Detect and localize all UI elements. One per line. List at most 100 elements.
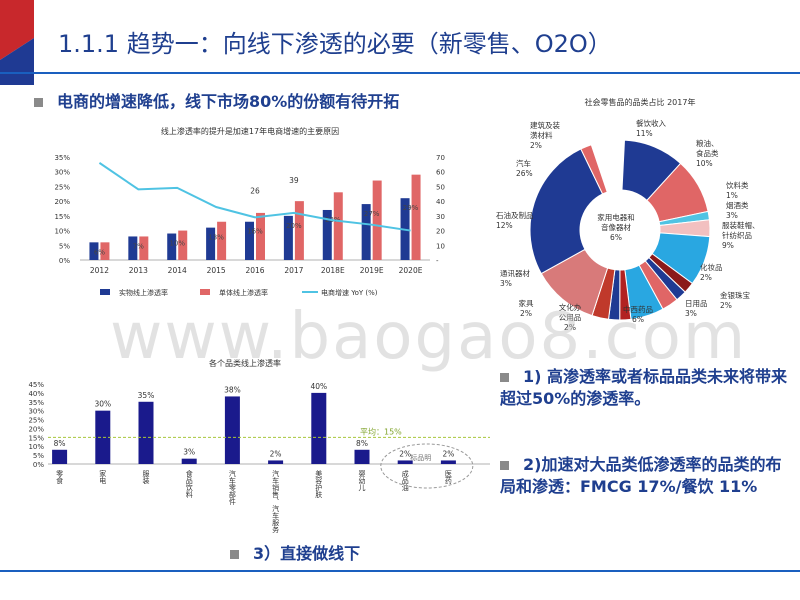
bar-data-label: 13% bbox=[208, 234, 224, 242]
y-tick: 30% bbox=[28, 408, 44, 416]
point-1-text: 1) 高渗透率或者标品品类未来将带来超过50%的渗透率。 bbox=[500, 367, 788, 408]
x-tick-label: 2018E bbox=[321, 266, 345, 275]
y-left-tick: 25% bbox=[54, 183, 70, 191]
pie-pct: 9% bbox=[722, 241, 734, 250]
bar-actual bbox=[322, 209, 332, 260]
pie-label: 金银珠宝 bbox=[720, 290, 750, 300]
point-3-text: 3）直接做线下 bbox=[253, 544, 361, 563]
y-left-tick: 5% bbox=[59, 242, 70, 250]
category-bar bbox=[397, 460, 413, 464]
pie-pct: 2% bbox=[700, 273, 712, 282]
x-tick-label: 美容护肤 bbox=[315, 469, 323, 499]
bar-single bbox=[294, 201, 304, 260]
x-tick-label: 2012 bbox=[90, 266, 109, 275]
pie-pct: 1% bbox=[726, 191, 738, 200]
bar-single bbox=[178, 230, 188, 260]
pie-label: 饮料类 bbox=[726, 180, 749, 190]
y-left-tick: 20% bbox=[54, 198, 70, 206]
legend-label: 电商增速 YoY (%) bbox=[321, 288, 378, 297]
y-right-tick: 70 bbox=[436, 154, 445, 162]
category-bar bbox=[95, 410, 111, 464]
bar-data-label: 20% bbox=[286, 222, 302, 230]
pie-pct: 11% bbox=[636, 129, 653, 138]
x-tick-label: 成品油 bbox=[401, 469, 409, 492]
x-tick-label: 2020E bbox=[399, 266, 423, 275]
legend-swatch bbox=[200, 289, 210, 295]
bar-actual bbox=[283, 215, 293, 260]
bar-actual bbox=[245, 221, 254, 260]
bullet-square-icon bbox=[34, 98, 43, 107]
pie-label: 公用品 bbox=[559, 313, 582, 322]
circled-label: 标品明 bbox=[410, 453, 431, 462]
pie-label: 音像器材 bbox=[601, 222, 631, 232]
y-left-tick: 10% bbox=[54, 228, 70, 236]
x-tick-label: 2017 bbox=[284, 266, 303, 275]
pie-label: 通讯器材 bbox=[500, 268, 530, 278]
pie-label: 家具 bbox=[519, 298, 534, 308]
pie-slice bbox=[580, 144, 608, 195]
bar-actual bbox=[206, 227, 216, 260]
chart3-title: 各个品类线上渗透率 bbox=[209, 358, 281, 368]
y-tick: 0% bbox=[33, 461, 44, 469]
bullet-top: 电商的增速降低，线下市场80%的份额有待开拓 bbox=[34, 88, 399, 112]
penetration-combo-chart: 线上渗透率的提升是加速17年电商增速的主要原因 0% 5% 10% 15% 20% 25%… bbox=[54, 126, 445, 297]
pie-pct: 12% bbox=[496, 221, 513, 230]
pie-label: 餐饮收入 bbox=[636, 118, 666, 128]
point-2-text: 2)加速对大品类低渗透率的品类的布局和渗透：FMCG 17%/餐饮 11% bbox=[500, 455, 782, 496]
y-right-tick: - bbox=[436, 257, 439, 265]
pie-label: 粮油、 bbox=[696, 138, 719, 148]
y-left-tick: 0% bbox=[59, 257, 70, 265]
y-right-tick: 50 bbox=[436, 183, 445, 191]
highlight-circle bbox=[380, 443, 474, 489]
point-3: 3）直接做线下 bbox=[230, 540, 360, 564]
pie-label: 汽车 bbox=[516, 158, 531, 168]
bullet-square-icon bbox=[230, 550, 239, 559]
bar-data-label: 35% bbox=[138, 391, 155, 400]
bullet-square-icon bbox=[500, 461, 509, 470]
watermark: www.baogao8.com bbox=[110, 300, 748, 374]
point-1: 1) 高渗透率或者标品品类未来将带来超过50%的渗透率。 bbox=[500, 366, 790, 410]
pie-label: 烟酒类 bbox=[726, 200, 749, 210]
bar-actual bbox=[361, 204, 371, 260]
pie-pct: 2% bbox=[720, 301, 732, 310]
pie-slice bbox=[529, 148, 604, 275]
category-penetration-chart: 各个品类线上渗透率 0%5%10%15%20%25%30%35%40%45% 8… bbox=[28, 358, 490, 534]
bullet-top-text: 电商的增速降低，线下市场80%的份额有待开拓 bbox=[57, 92, 400, 111]
bullet-square-icon bbox=[500, 373, 509, 382]
pie-label: 建筑及装 bbox=[530, 120, 560, 130]
bar-single bbox=[100, 242, 110, 260]
bar-data-label: 40% bbox=[310, 382, 327, 391]
y-tick: 25% bbox=[28, 417, 44, 425]
x-tick-label: 2019E bbox=[360, 266, 384, 275]
x-tick-label: 2014 bbox=[168, 266, 187, 275]
y-right-tick: 20 bbox=[436, 228, 445, 236]
pie-pct: 3% bbox=[500, 279, 512, 288]
bar-single bbox=[256, 212, 265, 260]
pie-pct: 2% bbox=[530, 141, 542, 150]
y-tick: 15% bbox=[28, 434, 44, 442]
category-bar bbox=[181, 458, 197, 464]
pie-label: 中西药品 bbox=[623, 304, 653, 314]
y-tick: 20% bbox=[28, 425, 44, 433]
y-tick: 5% bbox=[33, 452, 44, 460]
legend-swatch bbox=[100, 289, 110, 295]
bar-data-label: 30% bbox=[94, 400, 111, 409]
y-tick: 10% bbox=[28, 443, 44, 451]
bar-data-label: 27% bbox=[364, 210, 380, 218]
x-tick-label: 2015 bbox=[207, 266, 226, 275]
pie-pct: 10% bbox=[696, 159, 713, 168]
bar-single bbox=[333, 192, 343, 260]
category-bar bbox=[311, 392, 327, 464]
bar-single bbox=[372, 180, 382, 260]
title-divider bbox=[0, 72, 800, 74]
bar-data-label: 10% bbox=[169, 240, 185, 248]
x-tick-label: 医药 bbox=[444, 470, 452, 485]
chart2-title: 社会零售品的品类占比 2017年 bbox=[585, 97, 696, 107]
legend-label: 单体线上渗透率 bbox=[219, 288, 268, 297]
bar-data-label: 6% bbox=[94, 248, 105, 256]
bar-single bbox=[217, 221, 227, 260]
pie-label: 服装鞋帽、 bbox=[722, 220, 760, 230]
y-tick: 40% bbox=[28, 390, 44, 398]
pie-label: 食品类 bbox=[696, 148, 719, 158]
